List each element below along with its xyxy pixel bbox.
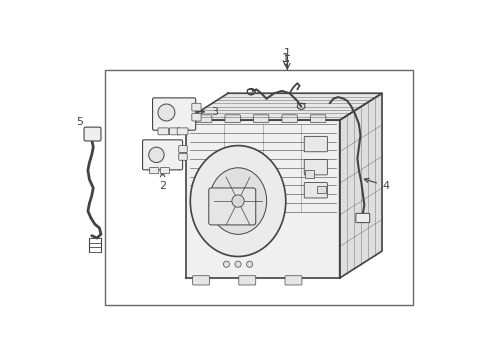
Text: 4: 4 <box>364 178 389 191</box>
FancyBboxPatch shape <box>193 276 210 285</box>
FancyBboxPatch shape <box>225 115 240 122</box>
FancyBboxPatch shape <box>209 188 256 225</box>
Polygon shape <box>340 93 382 278</box>
FancyBboxPatch shape <box>282 115 297 122</box>
Text: 1: 1 <box>284 48 291 58</box>
FancyBboxPatch shape <box>317 186 326 193</box>
Text: 3: 3 <box>185 108 218 117</box>
Circle shape <box>246 261 253 267</box>
FancyBboxPatch shape <box>253 115 269 122</box>
FancyBboxPatch shape <box>356 213 370 222</box>
Circle shape <box>235 261 241 267</box>
Circle shape <box>232 195 244 207</box>
FancyBboxPatch shape <box>179 145 187 153</box>
Text: 1: 1 <box>282 52 290 65</box>
FancyBboxPatch shape <box>196 115 212 122</box>
Ellipse shape <box>209 168 267 234</box>
FancyBboxPatch shape <box>158 128 169 135</box>
Text: 2: 2 <box>159 172 166 191</box>
FancyBboxPatch shape <box>84 127 101 141</box>
FancyBboxPatch shape <box>177 128 188 135</box>
FancyBboxPatch shape <box>285 276 302 285</box>
Ellipse shape <box>190 145 286 256</box>
FancyBboxPatch shape <box>304 159 327 175</box>
Bar <box>105 70 413 305</box>
FancyBboxPatch shape <box>179 153 187 160</box>
Polygon shape <box>186 93 382 120</box>
FancyBboxPatch shape <box>304 183 327 198</box>
Text: 5: 5 <box>76 117 90 133</box>
FancyBboxPatch shape <box>170 128 180 135</box>
FancyBboxPatch shape <box>152 98 196 130</box>
FancyBboxPatch shape <box>192 103 201 111</box>
Ellipse shape <box>149 147 164 163</box>
Circle shape <box>223 261 230 267</box>
FancyBboxPatch shape <box>160 167 170 174</box>
FancyBboxPatch shape <box>304 136 327 152</box>
Ellipse shape <box>158 104 175 121</box>
FancyBboxPatch shape <box>192 113 201 121</box>
Polygon shape <box>186 120 340 278</box>
FancyBboxPatch shape <box>143 140 183 170</box>
FancyBboxPatch shape <box>149 167 159 174</box>
FancyBboxPatch shape <box>311 115 326 122</box>
FancyBboxPatch shape <box>239 276 256 285</box>
FancyBboxPatch shape <box>305 170 314 178</box>
